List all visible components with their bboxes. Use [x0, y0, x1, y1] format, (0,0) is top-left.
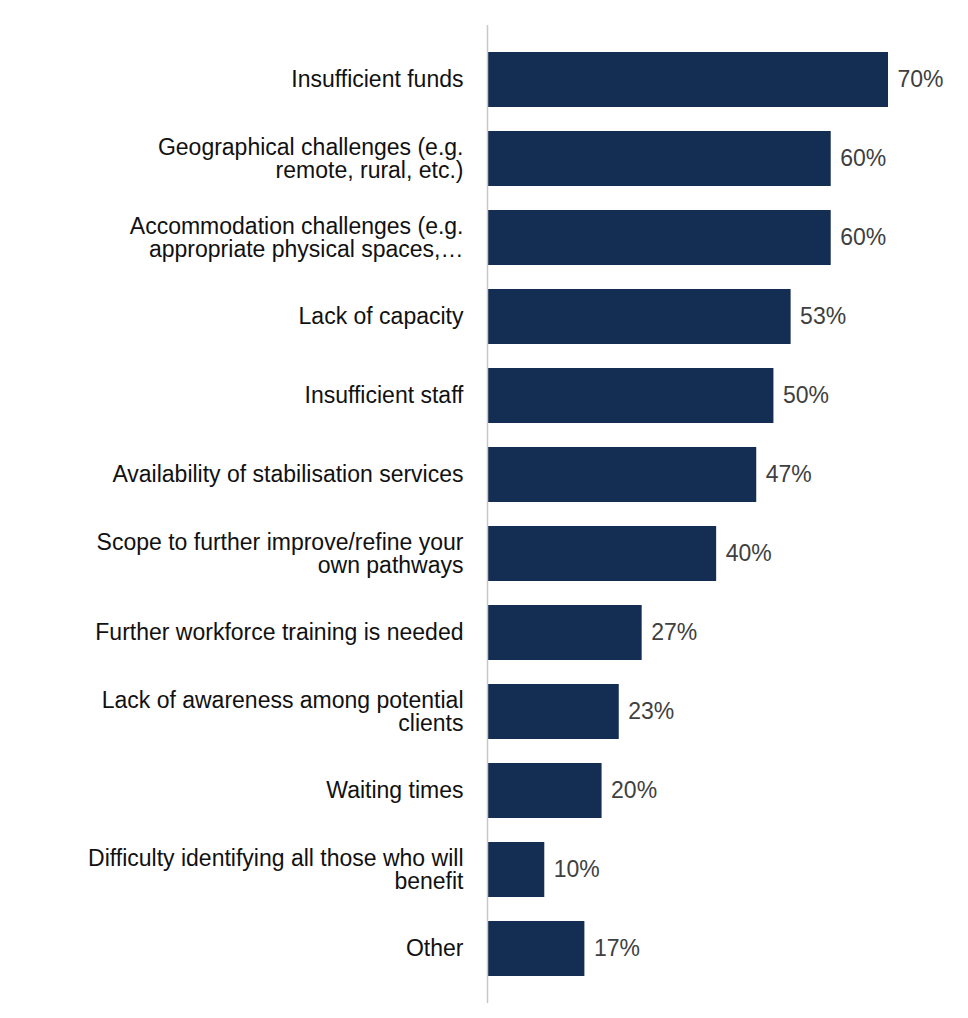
- svg-text:Insufficient funds: Insufficient funds: [291, 66, 463, 92]
- svg-text:23%: 23%: [628, 698, 674, 724]
- svg-text:Availability of stabilisation: Availability of stabilisation services: [112, 461, 463, 487]
- svg-text:40%: 40%: [726, 540, 772, 566]
- svg-text:Other: Other: [406, 935, 464, 961]
- svg-text:17%: 17%: [594, 935, 640, 961]
- svg-text:70%: 70%: [898, 66, 944, 92]
- svg-text:53%: 53%: [800, 303, 846, 329]
- svg-text:50%: 50%: [783, 382, 829, 408]
- svg-text:Lack of awareness among potent: Lack of awareness among potentialclients: [102, 687, 464, 736]
- svg-text:Difficulty identifying all tho: Difficulty identifying all those who wil…: [88, 845, 464, 894]
- svg-text:60%: 60%: [840, 145, 886, 171]
- svg-text:Further workforce training is: Further workforce training is needed: [95, 619, 463, 645]
- svg-text:Accommodation challenges (e.g.: Accommodation challenges (e.g.appropriat…: [130, 213, 464, 262]
- svg-text:Scope to further improve/refin: Scope to further improve/refine yourown …: [97, 529, 464, 578]
- svg-text:20%: 20%: [611, 777, 657, 803]
- svg-text:Lack of capacity: Lack of capacity: [299, 303, 464, 329]
- svg-text:Waiting times: Waiting times: [326, 777, 463, 803]
- svg-text:Insufficient staff: Insufficient staff: [305, 382, 465, 408]
- svg-text:27%: 27%: [651, 619, 697, 645]
- svg-text:10%: 10%: [554, 856, 600, 882]
- svg-text:47%: 47%: [766, 461, 812, 487]
- svg-text:Geographical challenges (e.g.r: Geographical challenges (e.g.remote, rur…: [158, 134, 464, 183]
- svg-text:60%: 60%: [840, 224, 886, 250]
